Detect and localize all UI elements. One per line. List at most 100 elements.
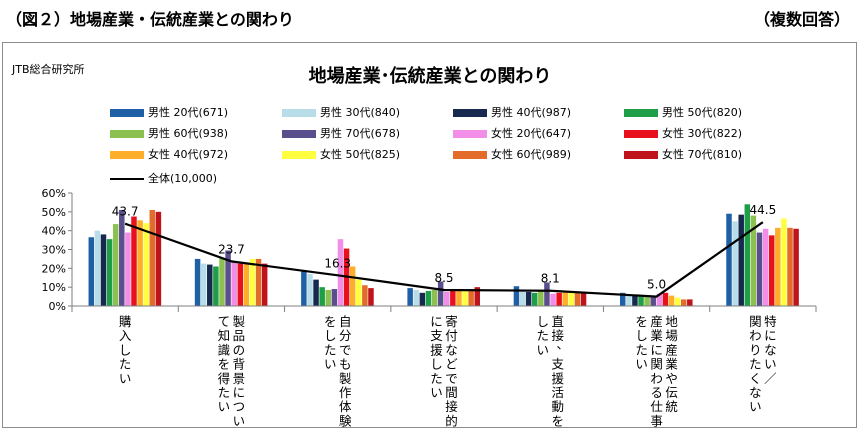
line-data-label: 43.7 xyxy=(112,205,139,219)
line-data-label: 5.0 xyxy=(647,278,666,292)
svg-text:体: 体 xyxy=(339,399,352,414)
svg-text:購: 購 xyxy=(119,314,132,329)
bar xyxy=(194,258,201,306)
svg-text:入: 入 xyxy=(119,328,132,343)
legend-swatch xyxy=(110,151,144,159)
svg-text:に: に xyxy=(430,314,443,329)
legend-label: 男性 70代(678) xyxy=(320,127,401,140)
svg-text:を: を xyxy=(635,314,648,329)
svg-text:産: 産 xyxy=(650,314,663,329)
svg-text:を: を xyxy=(218,357,231,372)
bar xyxy=(213,266,219,306)
bar xyxy=(687,299,693,306)
legend-swatch xyxy=(282,109,316,117)
svg-text:り: り xyxy=(749,342,762,357)
svg-text:業: 業 xyxy=(650,328,663,343)
bar xyxy=(638,296,644,306)
bar xyxy=(231,261,237,306)
bar xyxy=(143,223,149,306)
bar xyxy=(462,290,468,306)
bar xyxy=(437,281,444,306)
svg-text:ど: ど xyxy=(445,357,458,372)
svg-text:支: 支 xyxy=(430,328,443,343)
y-tick-label: 60% xyxy=(42,187,66,200)
legend-label: 男性 30代(840) xyxy=(320,106,401,119)
figure-heading: （図２）地場産業・伝統産業との関わり xyxy=(6,10,294,29)
bar xyxy=(775,227,781,306)
svg-text:験: 験 xyxy=(339,413,352,428)
legend-label: 女性 30代(822) xyxy=(662,127,743,140)
svg-text:支: 支 xyxy=(552,357,565,372)
svg-text:る: る xyxy=(650,385,663,400)
svg-text:業: 業 xyxy=(665,357,678,372)
svg-text:に: に xyxy=(764,328,777,343)
legend-swatch xyxy=(110,109,144,117)
svg-text:な: な xyxy=(445,342,458,357)
bar xyxy=(88,237,95,306)
legend-label: 男性 50代(820) xyxy=(662,106,743,119)
svg-text:た: た xyxy=(324,342,337,357)
svg-text:い: い xyxy=(233,413,246,428)
overall-line xyxy=(124,221,764,298)
bar xyxy=(100,234,107,306)
legend-label: 女性 60代(989) xyxy=(491,148,572,161)
svg-text:た: た xyxy=(749,357,762,372)
bar xyxy=(349,266,356,306)
legend-label: 男性 60代(938) xyxy=(148,127,229,140)
bar xyxy=(525,291,532,306)
svg-text:援: 援 xyxy=(552,371,565,386)
svg-text:接: 接 xyxy=(552,328,565,343)
svg-text:伝: 伝 xyxy=(665,385,678,400)
svg-text:い: い xyxy=(764,357,777,372)
bar xyxy=(255,258,262,306)
svg-text:製: 製 xyxy=(233,314,246,329)
svg-text:し: し xyxy=(324,328,337,343)
legend-swatch xyxy=(453,130,487,138)
bar xyxy=(674,297,681,306)
svg-text:い: い xyxy=(749,399,762,414)
svg-text:わ: わ xyxy=(650,371,663,386)
svg-text:し: し xyxy=(537,314,550,329)
svg-text:作: 作 xyxy=(339,385,352,400)
svg-text:自: 自 xyxy=(339,314,352,329)
svg-text:い: い xyxy=(119,371,132,386)
bar xyxy=(580,292,587,306)
bar xyxy=(550,293,556,306)
svg-text:の: の xyxy=(233,342,246,357)
svg-text:地: 地 xyxy=(665,314,678,329)
svg-text:寄: 寄 xyxy=(445,314,458,329)
bar xyxy=(668,295,675,306)
svg-text:を: を xyxy=(324,314,337,329)
svg-text:わ: わ xyxy=(749,328,762,343)
legend-label: 女性 50代(825) xyxy=(320,148,401,161)
bar xyxy=(793,228,799,306)
bar xyxy=(106,239,113,306)
svg-text:し: し xyxy=(635,328,648,343)
legend-line-swatch xyxy=(110,178,144,180)
svg-text:産: 産 xyxy=(665,342,678,357)
svg-text:製: 製 xyxy=(339,371,352,386)
svg-text:で: で xyxy=(445,371,458,386)
svg-text:品: 品 xyxy=(233,328,246,343)
bar xyxy=(562,290,568,306)
svg-text:直: 直 xyxy=(552,314,565,329)
bar xyxy=(474,287,480,306)
legend-swatch xyxy=(624,130,658,138)
legend-swatch xyxy=(110,130,144,138)
y-tick-label: 0% xyxy=(49,300,66,313)
chart-title: 地場産業･伝統産業との関わり xyxy=(308,66,552,87)
source-label: JTB総合研究所 xyxy=(12,63,85,76)
bar xyxy=(200,263,207,306)
bar xyxy=(131,216,137,306)
bar xyxy=(407,288,413,306)
bar xyxy=(556,292,562,306)
bar xyxy=(419,292,426,306)
svg-text:的: 的 xyxy=(445,413,458,428)
bar xyxy=(787,227,793,306)
bar xyxy=(644,296,650,306)
